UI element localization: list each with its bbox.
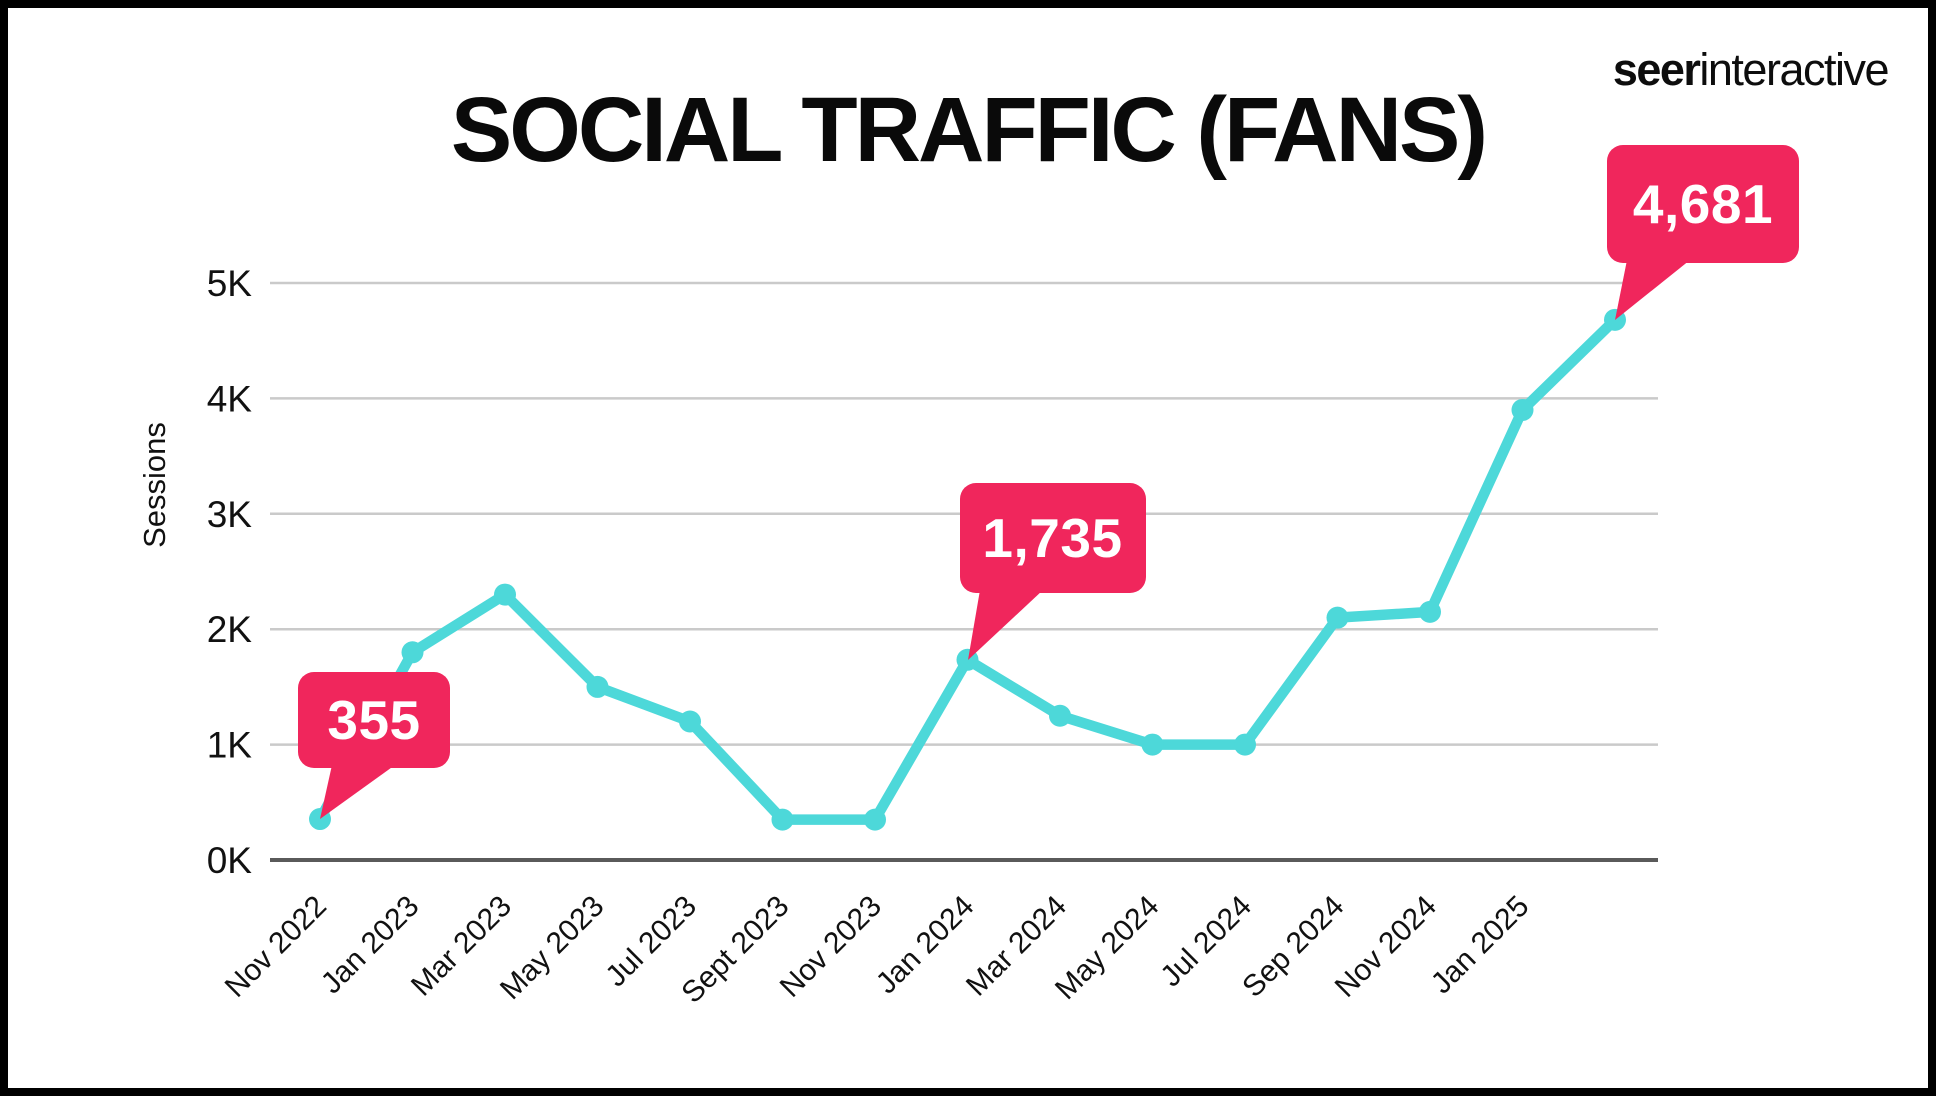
- y-tick-label: 1K: [207, 725, 253, 766]
- callout-tail: [1615, 259, 1690, 320]
- y-tick-label: 4K: [207, 378, 253, 419]
- callout-label: 1,735: [982, 506, 1123, 569]
- data-point: [1049, 704, 1071, 727]
- callout-label: 4,681: [1632, 172, 1774, 235]
- chart-title: SOCIAL TRAFFIC (FANS): [450, 79, 1488, 181]
- y-tick-label: 0K: [207, 840, 253, 881]
- brand-logo: seerinteractive: [1612, 44, 1890, 96]
- y-tick-labels: 0K 1K 2K 3K 4K 5K: [207, 263, 253, 881]
- x-tick-label: Jan 2025: [1425, 890, 1536, 1001]
- brand-logo-interactive: interactive: [1699, 44, 1889, 95]
- y-tick-label: 5K: [207, 263, 253, 304]
- data-point: [864, 808, 886, 831]
- callout-bubble: 1,735: [959, 482, 1146, 660]
- data-point: [1141, 733, 1164, 756]
- callout-tail: [967, 589, 1043, 660]
- callout-tail: [320, 765, 395, 820]
- brand-logo-seer: seer: [1612, 44, 1701, 95]
- data-point: [586, 675, 609, 698]
- data-point: [679, 710, 701, 733]
- data-point: [1326, 606, 1349, 629]
- x-tick-label: Nov 2024: [1329, 890, 1443, 1004]
- callout-bubble: 4,681: [1607, 144, 1799, 320]
- data-point: [1511, 398, 1534, 421]
- y-tick-label: 3K: [207, 494, 253, 535]
- data-point: [1234, 733, 1256, 756]
- data-point: [1419, 600, 1441, 623]
- x-tick-label: Nov 2023: [774, 890, 888, 1004]
- y-tick-label: 2K: [207, 609, 253, 650]
- x-tick-label: Sep 2024: [1236, 890, 1350, 1004]
- callout-bubble: 355: [298, 672, 450, 820]
- callout-label: 355: [327, 689, 421, 752]
- data-point: [771, 808, 794, 831]
- data-point: [494, 583, 516, 606]
- x-tick-label: Nov 2022: [219, 890, 333, 1004]
- data-point: [401, 641, 424, 664]
